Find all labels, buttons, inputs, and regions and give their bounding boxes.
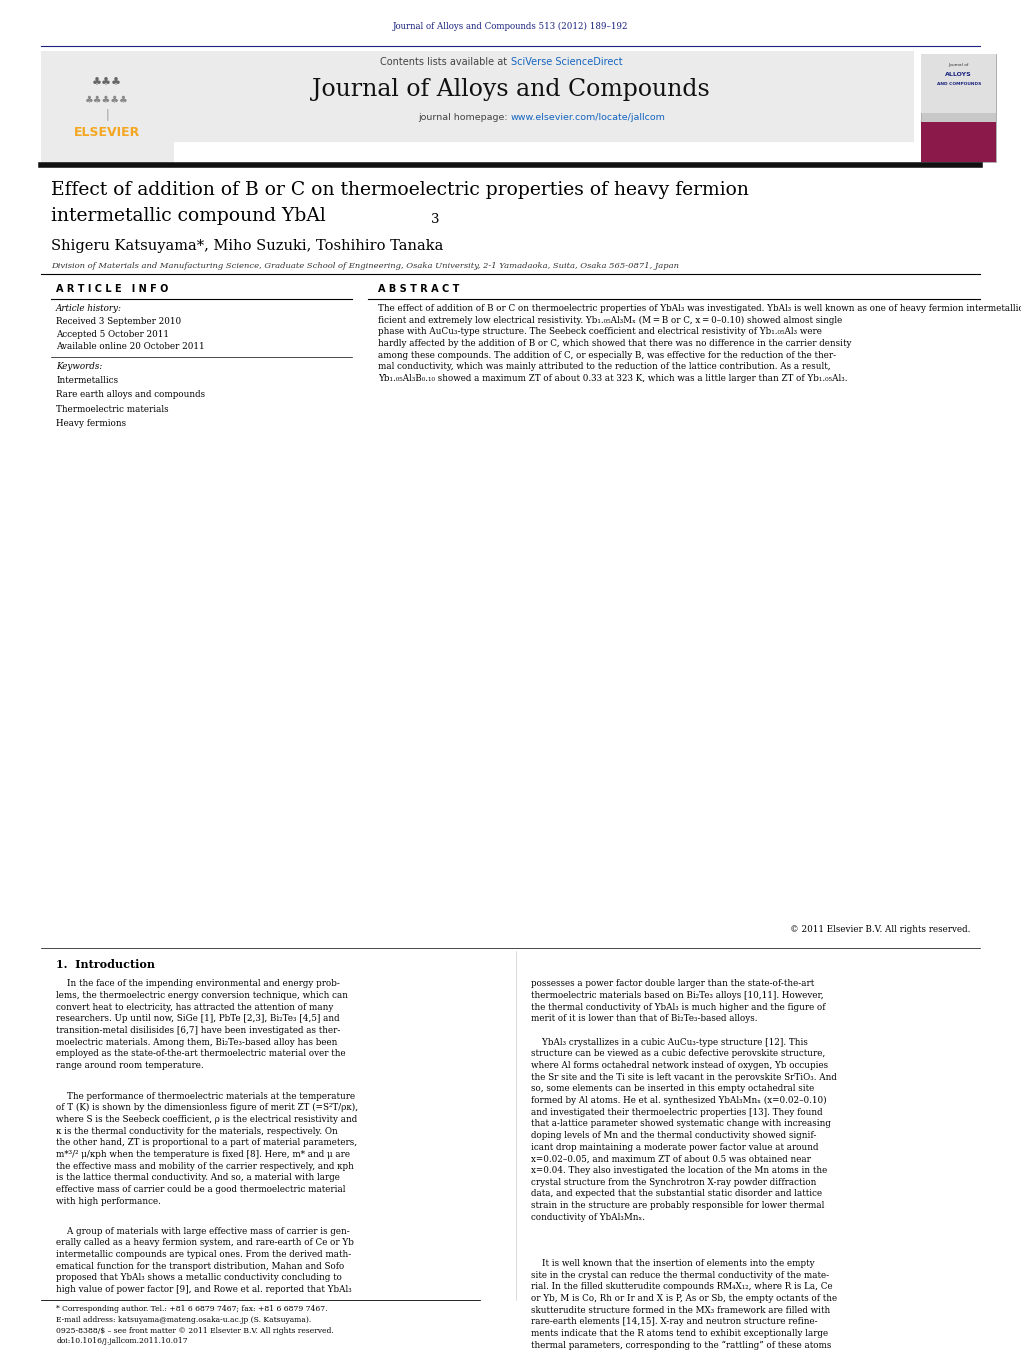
Text: ♣♣♣: ♣♣♣ bbox=[92, 78, 123, 88]
Text: Journal of Alloys and Compounds: Journal of Alloys and Compounds bbox=[311, 78, 710, 101]
Text: ELSEVIER: ELSEVIER bbox=[75, 126, 140, 139]
Text: 3: 3 bbox=[431, 213, 439, 227]
Text: The effect of addition of B or C on thermoelectric properties of YbAl₃ was inves: The effect of addition of B or C on ther… bbox=[378, 304, 1021, 384]
Text: Accepted 5 October 2011: Accepted 5 October 2011 bbox=[56, 330, 169, 339]
Text: In the face of the impending environmental and energy prob-
lems, the thermoelec: In the face of the impending environment… bbox=[56, 979, 348, 1070]
Text: Article history:: Article history: bbox=[56, 304, 123, 313]
FancyBboxPatch shape bbox=[41, 51, 174, 165]
Text: Effect of addition of B or C on thermoelectric properties of heavy fermion: Effect of addition of B or C on thermoel… bbox=[51, 181, 749, 199]
Text: 1.  Introduction: 1. Introduction bbox=[56, 959, 155, 970]
Text: Division of Materials and Manufacturing Science, Graduate School of Engineering,: Division of Materials and Manufacturing … bbox=[51, 262, 679, 270]
Text: 0925-8388/$ – see front matter © 2011 Elsevier B.V. All rights reserved.: 0925-8388/$ – see front matter © 2011 El… bbox=[56, 1327, 334, 1335]
Text: Heavy fermions: Heavy fermions bbox=[56, 419, 127, 428]
Text: SciVerse ScienceDirect: SciVerse ScienceDirect bbox=[510, 57, 622, 66]
Text: doi:10.1016/j.jallcom.2011.10.017: doi:10.1016/j.jallcom.2011.10.017 bbox=[56, 1337, 188, 1346]
Text: ♣♣♣♣♣: ♣♣♣♣♣ bbox=[86, 95, 129, 104]
Text: │: │ bbox=[104, 108, 110, 120]
Text: A B S T R A C T: A B S T R A C T bbox=[378, 284, 459, 293]
Text: Shigeru Katsuyama*, Miho Suzuki, Toshihiro Tanaka: Shigeru Katsuyama*, Miho Suzuki, Toshihi… bbox=[51, 239, 443, 253]
Text: Journal of: Journal of bbox=[949, 63, 969, 68]
FancyBboxPatch shape bbox=[921, 122, 996, 162]
FancyBboxPatch shape bbox=[41, 51, 914, 142]
Text: Keywords:: Keywords: bbox=[56, 362, 102, 372]
Text: AND COMPOUNDS: AND COMPOUNDS bbox=[936, 82, 981, 86]
Text: www.elsevier.com/locate/jallcom: www.elsevier.com/locate/jallcom bbox=[510, 113, 666, 123]
Text: Intermetallics: Intermetallics bbox=[56, 376, 118, 385]
Text: Available online 20 October 2011: Available online 20 October 2011 bbox=[56, 342, 205, 351]
FancyBboxPatch shape bbox=[921, 54, 996, 113]
Text: Rare earth alloys and compounds: Rare earth alloys and compounds bbox=[56, 390, 205, 399]
Text: It is well known that the insertion of elements into the empty
site in the cryst: It is well known that the insertion of e… bbox=[531, 1259, 837, 1351]
Text: Contents lists available at: Contents lists available at bbox=[380, 57, 510, 66]
Text: E-mail address: katsuyama@mateng.osaka-u.ac.jp (S. Katsuyama).: E-mail address: katsuyama@mateng.osaka-u… bbox=[56, 1316, 311, 1324]
FancyBboxPatch shape bbox=[921, 54, 996, 162]
Text: possesses a power factor double larger than the state-of-the-art
thermoelectric : possesses a power factor double larger t… bbox=[531, 979, 825, 1024]
Text: * Corresponding author. Tel.: +81 6 6879 7467; fax: +81 6 6879 7467.: * Corresponding author. Tel.: +81 6 6879… bbox=[56, 1305, 328, 1313]
Text: YbAl₃ crystallizes in a cubic AuCu₃-type structure [12]. This
structure can be v: YbAl₃ crystallizes in a cubic AuCu₃-type… bbox=[531, 1038, 837, 1221]
Text: Received 3 September 2010: Received 3 September 2010 bbox=[56, 317, 182, 327]
Text: journal homepage:: journal homepage: bbox=[418, 113, 510, 123]
Text: The performance of thermoelectric materials at the temperature
of T (K) is shown: The performance of thermoelectric materi… bbox=[56, 1092, 358, 1205]
Text: Journal of Alloys and Compounds 513 (2012) 189–192: Journal of Alloys and Compounds 513 (201… bbox=[393, 22, 628, 31]
Text: A group of materials with large effective mass of carrier is gen-
erally called : A group of materials with large effectiv… bbox=[56, 1227, 354, 1294]
Text: © 2011 Elsevier B.V. All rights reserved.: © 2011 Elsevier B.V. All rights reserved… bbox=[789, 925, 970, 935]
Text: ALLOYS: ALLOYS bbox=[945, 72, 972, 77]
Text: Thermoelectric materials: Thermoelectric materials bbox=[56, 405, 168, 413]
Text: A R T I C L E   I N F O: A R T I C L E I N F O bbox=[56, 284, 168, 293]
Text: intermetallic compound YbAl: intermetallic compound YbAl bbox=[51, 207, 326, 224]
